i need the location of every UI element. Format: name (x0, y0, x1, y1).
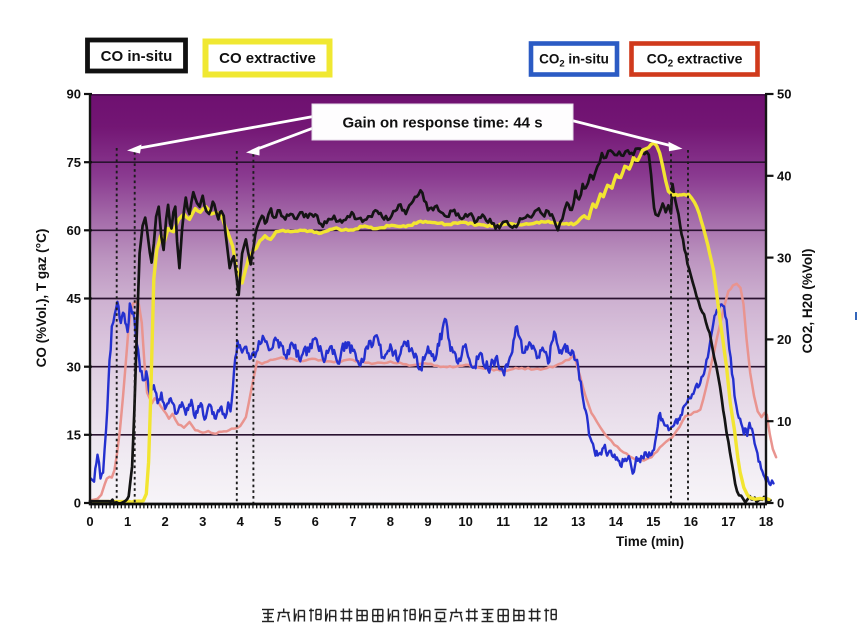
svg-text:9: 9 (424, 514, 431, 529)
svg-text:4: 4 (237, 514, 245, 529)
svg-text:90: 90 (67, 87, 81, 102)
svg-text:15: 15 (67, 428, 81, 443)
svg-text:2: 2 (161, 514, 168, 529)
svg-text:5: 5 (274, 514, 281, 529)
svg-text:Time (min): Time (min) (616, 534, 684, 549)
svg-text:0: 0 (86, 514, 93, 529)
svg-text:0: 0 (74, 496, 81, 511)
svg-text:CO extractive: CO extractive (219, 50, 316, 67)
svg-text:8: 8 (387, 514, 394, 529)
svg-text:12: 12 (533, 514, 547, 529)
svg-text:14: 14 (609, 514, 624, 529)
svg-text:13: 13 (571, 514, 585, 529)
svg-text:0: 0 (777, 496, 784, 511)
svg-text:17: 17 (721, 514, 735, 529)
svg-text:40: 40 (777, 169, 791, 184)
svg-text:50: 50 (777, 87, 791, 102)
svg-text:75: 75 (67, 155, 81, 170)
svg-text:30: 30 (67, 359, 81, 374)
svg-text:Gain on response time: 44 s: Gain on response time: 44 s (342, 115, 542, 132)
svg-text:11: 11 (496, 514, 510, 529)
svg-text:10: 10 (458, 514, 472, 529)
svg-text:CO2 in-situ: CO2 in-situ (539, 52, 609, 70)
svg-text:3: 3 (199, 514, 206, 529)
svg-text:45: 45 (67, 291, 81, 306)
svg-text:15: 15 (646, 514, 660, 529)
svg-text:6: 6 (312, 514, 319, 529)
svg-text:16: 16 (684, 514, 698, 529)
svg-text:CO (%Vol.), T gaz (°C): CO (%Vol.), T gaz (°C) (34, 229, 49, 368)
svg-text:7: 7 (349, 514, 356, 529)
svg-text:1: 1 (124, 514, 131, 529)
svg-text:60: 60 (67, 223, 81, 238)
svg-text:CO in-situ: CO in-situ (101, 48, 173, 65)
svg-text:10: 10 (777, 414, 791, 429)
svg-text:20: 20 (777, 332, 791, 347)
svg-text:CO2, H20 (%Vol): CO2, H20 (%Vol) (800, 249, 815, 354)
svg-text:18: 18 (759, 514, 773, 529)
svg-text:30: 30 (777, 250, 791, 265)
